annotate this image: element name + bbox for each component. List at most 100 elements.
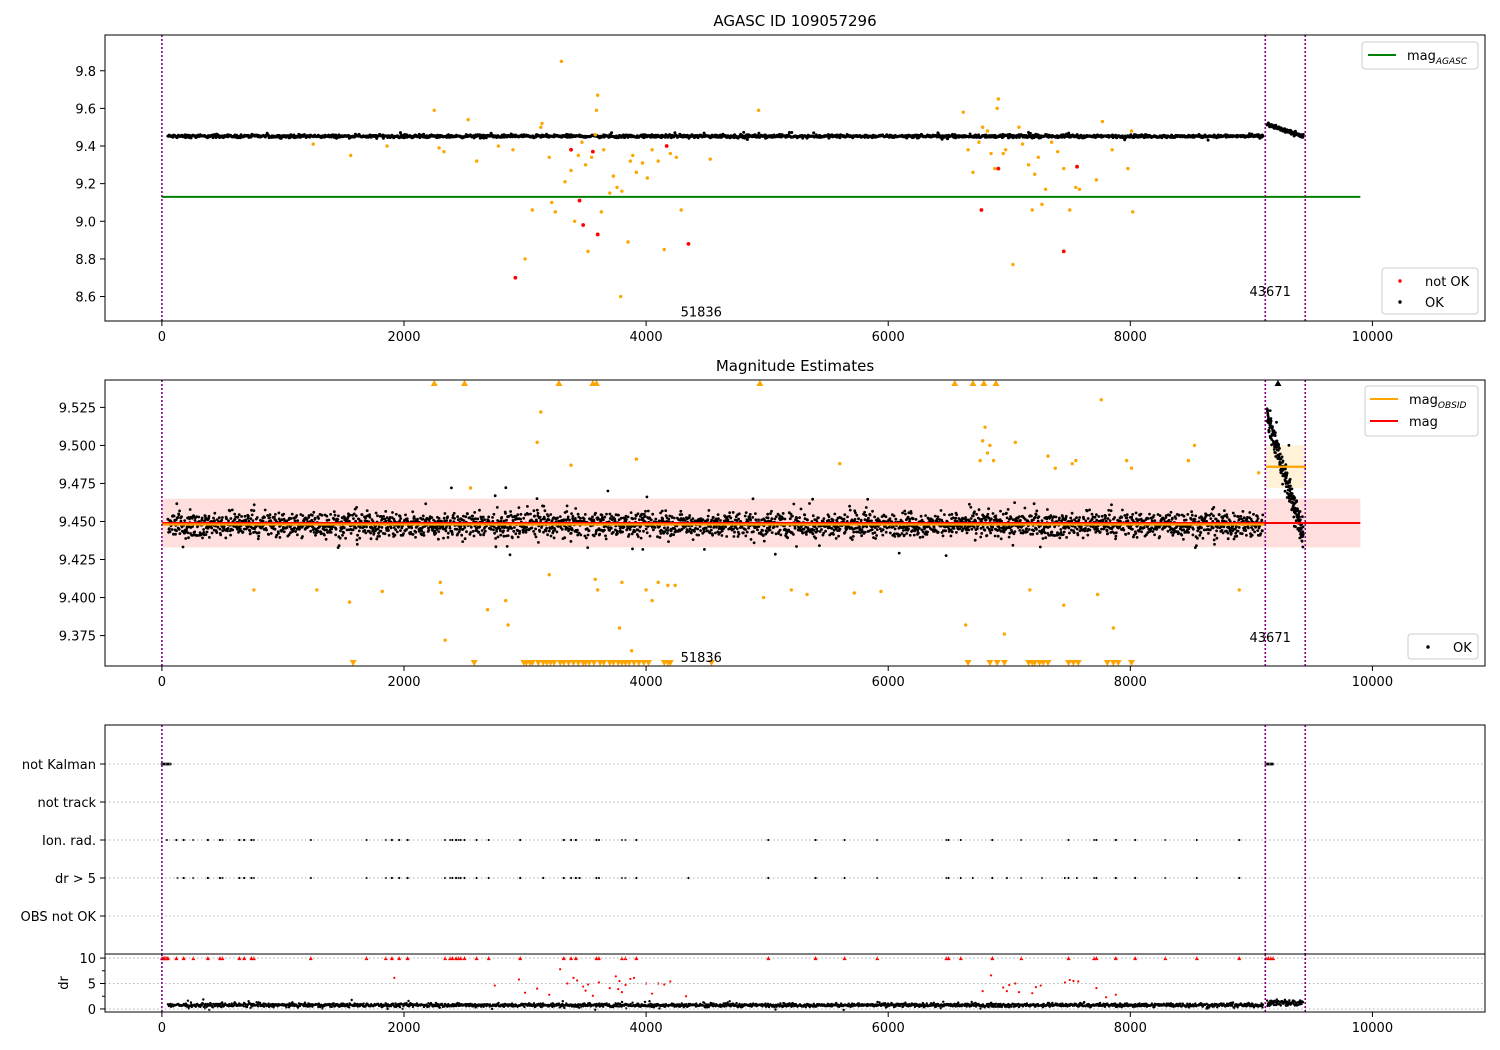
- ok-point: [357, 529, 361, 533]
- ok-point: [293, 526, 296, 530]
- orange-point: [1036, 155, 1041, 160]
- ok-point: [884, 530, 888, 534]
- ok-point: [456, 518, 460, 522]
- ok-point: [1027, 528, 1031, 531]
- ok-point: [827, 515, 831, 519]
- ok-point: [1084, 527, 1087, 530]
- ok-point: [348, 513, 352, 517]
- ok-point: [1086, 517, 1090, 520]
- ok-point: [469, 531, 472, 534]
- ok-point: [633, 517, 637, 520]
- ok-point: [511, 536, 514, 540]
- ok-point: [220, 518, 224, 522]
- ok-point: [658, 536, 662, 539]
- ok-point: [1158, 535, 1162, 538]
- ok-point: [177, 527, 181, 531]
- ok-point: [693, 530, 696, 533]
- ok-point: [888, 531, 892, 535]
- ok-point: [1150, 519, 1154, 523]
- orange-point: [385, 144, 389, 148]
- ok-point: [1061, 533, 1065, 536]
- ok-point: [375, 537, 379, 541]
- ok-point: [256, 537, 260, 541]
- ok-point: [301, 514, 305, 517]
- orange-point: [679, 208, 683, 212]
- ok-point: [979, 535, 983, 539]
- ok-point: [743, 514, 747, 518]
- ok-point: [1086, 533, 1090, 537]
- ok-point: [954, 516, 958, 520]
- ok-point: [893, 535, 897, 538]
- ok-point: [168, 530, 172, 534]
- ok-point: [399, 529, 402, 532]
- orange-point: [977, 140, 981, 144]
- ok-point: [313, 516, 317, 520]
- y-tick-label: 9.4: [75, 140, 96, 155]
- orange-point: [756, 108, 761, 112]
- ok-point: [870, 528, 874, 531]
- ok-point: [387, 529, 390, 532]
- ok-point: [252, 503, 256, 507]
- ok-point: [903, 509, 907, 513]
- x-tick-label: 2000: [387, 330, 420, 345]
- ok-point: [779, 533, 783, 537]
- ok-point: [450, 486, 453, 490]
- ok-point: [870, 519, 873, 523]
- ok-point: [944, 554, 948, 557]
- ok-point: [374, 511, 378, 515]
- ok-point: [255, 516, 259, 519]
- orange-point: [1011, 262, 1015, 267]
- ok-point: [227, 519, 230, 523]
- ok-point: [240, 515, 244, 518]
- ok-point: [1108, 513, 1111, 517]
- ok-point: [448, 526, 452, 530]
- ok-point: [519, 512, 523, 516]
- ok-point: [773, 552, 777, 556]
- ok-point: [268, 513, 272, 517]
- ok-point: [343, 516, 347, 520]
- orange-point: [996, 97, 1001, 101]
- plot-frame: [104, 34, 1486, 322]
- ok-point: [986, 512, 990, 516]
- ok-point: [250, 508, 253, 512]
- ok-point: [420, 529, 423, 533]
- ok-point: [1108, 519, 1112, 522]
- ok-point: [456, 515, 459, 519]
- ok-point: [631, 517, 635, 521]
- ok-point: [534, 527, 537, 531]
- ok-point: [424, 502, 428, 506]
- ok-point: [384, 510, 388, 513]
- ok-point: [875, 528, 879, 531]
- ok-point: [236, 515, 240, 519]
- orange-point: [1100, 119, 1105, 124]
- ok-point: [649, 518, 653, 522]
- orange-point: [966, 148, 970, 152]
- ok-point: [935, 517, 939, 521]
- ok-point: [224, 536, 228, 540]
- ok-point: [838, 527, 842, 531]
- ok-point: [1100, 514, 1104, 518]
- ok-point: [216, 525, 220, 529]
- legend-mag-agasc: magAGASC: [1361, 41, 1479, 70]
- ok-point: [1075, 527, 1079, 531]
- ok-point: [887, 525, 891, 529]
- ok-point: [266, 514, 269, 517]
- ok-point: [411, 510, 415, 514]
- ok-point: [711, 515, 715, 519]
- ok-point: [1050, 530, 1054, 534]
- ok-point: [500, 516, 504, 519]
- ok-point: [417, 529, 421, 533]
- ok-point: [1082, 517, 1086, 521]
- ok-point: [1110, 503, 1113, 507]
- ok-point: [416, 517, 419, 521]
- ok-point: [464, 515, 468, 519]
- orange-point: [437, 146, 441, 150]
- ok-point: [544, 529, 548, 533]
- ok-point: [664, 509, 668, 512]
- ok-point: [732, 535, 736, 538]
- ok-point: [496, 535, 500, 539]
- ok-point: [229, 533, 233, 537]
- orange-point: [674, 155, 679, 160]
- ok-point: [336, 518, 340, 521]
- ok-point: [312, 510, 316, 514]
